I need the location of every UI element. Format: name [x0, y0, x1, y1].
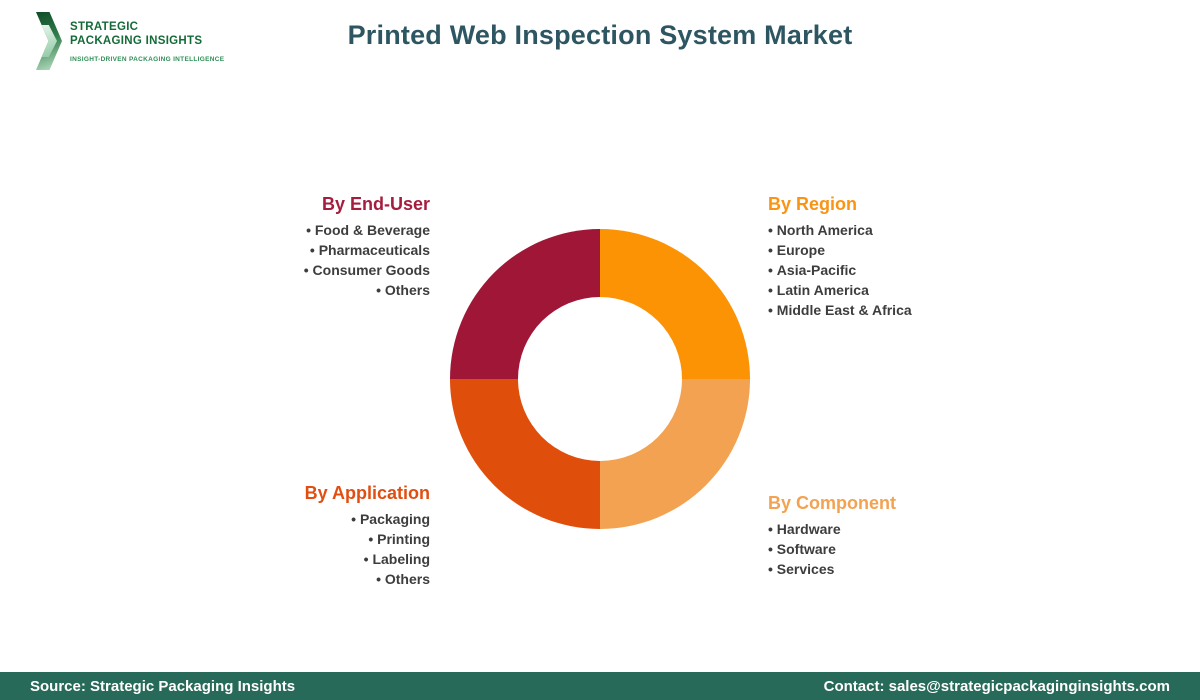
logo-name-line2: PACKAGING INSIGHTS	[70, 34, 203, 47]
page-title: Printed Web Inspection System Market	[347, 20, 853, 50]
list-item: Packaging	[305, 509, 430, 529]
section-heading-region: By Region	[768, 194, 858, 214]
logo-text: STRATEGIC PACKAGING INSIGHTS INSIGHT-DRI…	[70, 12, 224, 63]
logo: STRATEGIC PACKAGING INSIGHTS INSIGHT-DRI…	[36, 12, 224, 70]
list-item: Food & Beverage	[304, 220, 430, 240]
list-item: Pharmaceuticals	[304, 240, 430, 260]
section-by-end-user: By End-User Food & Beverage Pharmaceutic…	[304, 192, 430, 300]
section-heading-application: By Application	[304, 483, 430, 503]
list-item: Services	[768, 559, 896, 579]
logo-tagline: INSIGHT-DRIVEN PACKAGING INTELLIGENCE	[70, 56, 225, 63]
section-by-application: By Application Packaging Printing Labeli…	[305, 481, 430, 589]
list-item: Europe	[768, 240, 912, 260]
footer-contact: Contact: sales@strategicpackaginginsight…	[823, 677, 1170, 695]
list-item: Others	[304, 280, 430, 300]
section-by-component: By Component Hardware Software Services	[768, 491, 896, 579]
list-item: Others	[305, 569, 430, 589]
list-item: Consumer Goods	[304, 260, 430, 280]
list-item: Printing	[305, 529, 430, 549]
list-item: Software	[768, 539, 896, 559]
list-item: Middle East & Africa	[768, 300, 912, 320]
donut-hole	[518, 297, 682, 461]
list-item: Labeling	[305, 549, 430, 569]
donut-chart	[450, 229, 750, 529]
list-item: Hardware	[768, 519, 896, 539]
region-list: North America Europe Asia-Pacific Latin …	[768, 220, 912, 320]
list-item: North America	[768, 220, 912, 240]
list-item: Latin America	[768, 280, 912, 300]
section-heading-component: By Component	[768, 493, 896, 513]
section-heading-end-user: By End-User	[321, 194, 430, 214]
section-by-region: By Region North America Europe Asia-Paci…	[768, 192, 912, 320]
footer-source: Source: Strategic Packaging Insights	[30, 677, 296, 695]
logo-name-line1: STRATEGIC	[70, 21, 139, 33]
application-list: Packaging Printing Labeling Others	[305, 509, 430, 589]
list-item: Asia-Pacific	[768, 260, 912, 280]
component-list: Hardware Software Services	[768, 519, 896, 579]
end-user-list: Food & Beverage Pharmaceuticals Consumer…	[304, 220, 430, 300]
footer-bar: Source: Strategic Packaging Insights Con…	[0, 672, 1200, 700]
